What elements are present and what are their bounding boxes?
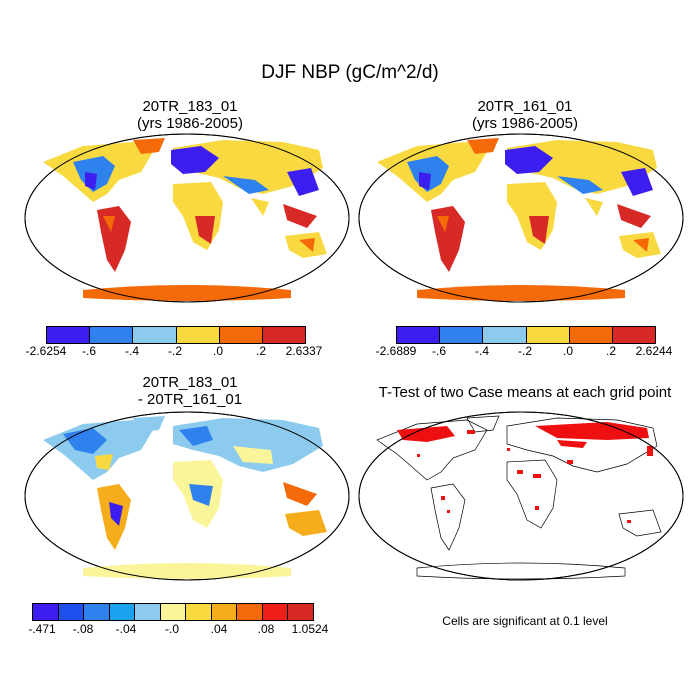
panel3-swatch-9 xyxy=(262,604,289,620)
panel1-tick: .0 xyxy=(212,344,224,358)
panel2-swatch-4 xyxy=(569,327,613,343)
panel1-tick: -.2 xyxy=(167,344,183,358)
panel4-title: T-Test of two Case means at each grid po… xyxy=(378,384,672,401)
panel2-swatch-5 xyxy=(612,327,656,343)
panel3-swatch-1 xyxy=(58,604,85,620)
panel1-tick: -2.6254 xyxy=(25,344,67,358)
panel2-tick: .0 xyxy=(562,344,574,358)
panel1-land xyxy=(43,138,327,301)
panel2-colorbar xyxy=(396,326,656,344)
panel2-swatch-1 xyxy=(440,327,484,343)
panel3-tick: 1.0524 xyxy=(291,622,329,636)
panel2-title: 20TR_161_01 (yrs 1986-2005) xyxy=(365,98,685,132)
panel2-map xyxy=(358,133,684,303)
panel2-tick: -.6 xyxy=(431,344,447,358)
significance-note: Cells are significant at 0.1 level xyxy=(442,614,608,628)
panel3-swatch-4 xyxy=(135,604,161,620)
panel3-swatch-0 xyxy=(33,604,59,620)
panel3-tick: .04 xyxy=(210,622,228,636)
panel3-swatch-8 xyxy=(237,604,263,620)
panel3-tick: -.04 xyxy=(115,622,137,636)
panel3-swatch-10 xyxy=(288,604,314,620)
panel1-swatch-0 xyxy=(47,327,91,343)
panel2-land xyxy=(377,138,661,301)
panel2-tick: 2.6244 xyxy=(635,344,673,358)
panel1-title-line1: 20TR_183_01 xyxy=(142,98,238,115)
panel4-significant-cells xyxy=(397,422,653,523)
panel3-tick: -.08 xyxy=(72,622,94,636)
panel3-title-line1: 20TR_183_01 xyxy=(142,374,238,391)
panel3-colorbar xyxy=(32,603,314,621)
panel1-map xyxy=(24,133,350,303)
panel2-tick: -2.6889 xyxy=(375,344,417,358)
panel3-swatch-5 xyxy=(160,604,187,620)
panel3-map xyxy=(24,411,350,581)
panel2-tick: .2 xyxy=(605,344,617,358)
panel2-swatch-3 xyxy=(526,327,570,343)
panel2-tick: -.2 xyxy=(517,344,533,358)
panel3-swatch-7 xyxy=(211,604,238,620)
panel1-tick: -.6 xyxy=(81,344,97,358)
panel1-tick: 2.6337 xyxy=(285,344,323,358)
panel1-swatch-5 xyxy=(262,327,306,343)
panel1-swatch-3 xyxy=(176,327,220,343)
panel1-title: 20TR_183_01 (yrs 1986-2005) xyxy=(30,98,350,132)
panel2-tick: -.4 xyxy=(474,344,490,358)
panel3-tick: .08 xyxy=(257,622,275,636)
panel2-title-line2: (yrs 1986-2005) xyxy=(472,115,578,132)
panel3-land xyxy=(43,416,327,579)
figure-title: DJF NBP (gC/m^2/d) xyxy=(261,62,439,83)
panel1-swatch-1 xyxy=(90,327,134,343)
panel1-colorbar xyxy=(46,326,306,344)
panel2-title-line1: 20TR_161_01 xyxy=(477,98,573,115)
panel1-swatch-4 xyxy=(219,327,263,343)
panel3-swatch-6 xyxy=(186,604,212,620)
panel4-coastlines xyxy=(376,415,662,580)
panel1-tick: -.4 xyxy=(124,344,140,358)
panel3-swatch-2 xyxy=(84,604,110,620)
panel3-tick: -.471 xyxy=(28,622,56,636)
panel2-swatch-2 xyxy=(483,327,527,343)
panel3-swatch-3 xyxy=(109,604,136,620)
panel3-title: 20TR_183_01 - 20TR_161_01 xyxy=(30,374,350,408)
panel1-tick: .2 xyxy=(255,344,267,358)
panel3-title-line2: - 20TR_161_01 xyxy=(137,391,243,408)
panel2-swatch-0 xyxy=(397,327,441,343)
panel1-title-line2: (yrs 1986-2005) xyxy=(137,115,243,132)
panel3-tick: -.0 xyxy=(164,622,180,636)
panel1-swatch-2 xyxy=(133,327,177,343)
panel4-map xyxy=(358,411,684,581)
